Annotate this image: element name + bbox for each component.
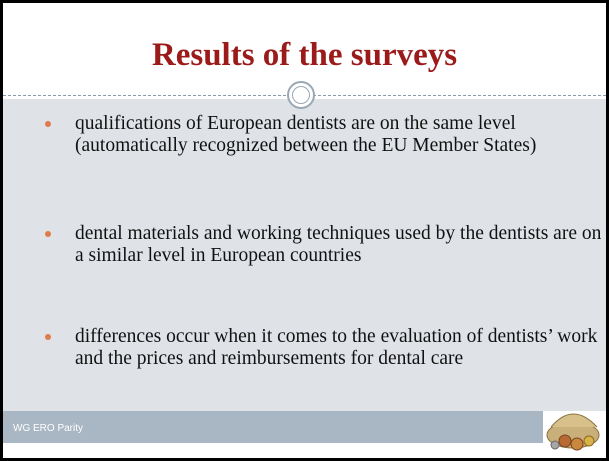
footer-text: WG ERO Parity [13,423,83,434]
bullet-text: dental materials and working techniques … [75,223,601,266]
divider-ornament [287,81,315,109]
bullet: qualifications of European dentists are … [75,113,609,156]
bullet-dot [45,231,51,237]
bullet-dot [45,121,51,127]
bullet-text: differences occur when it comes to the e… [75,326,597,369]
content-area: qualifications of European dentists are … [3,99,606,411]
footer-bar: WG ERO Parity [3,411,543,443]
bullet: dental materials and working techniques … [75,223,609,266]
bullet: differences occur when it comes to the e… [75,326,609,369]
bullet-text: qualifications of European dentists are … [75,113,536,156]
slide-title: Results of the surveys [3,37,606,74]
bullet-dot [45,334,51,340]
slide: Results of the surveys qualifications of… [0,0,609,461]
purse-image [543,397,605,457]
